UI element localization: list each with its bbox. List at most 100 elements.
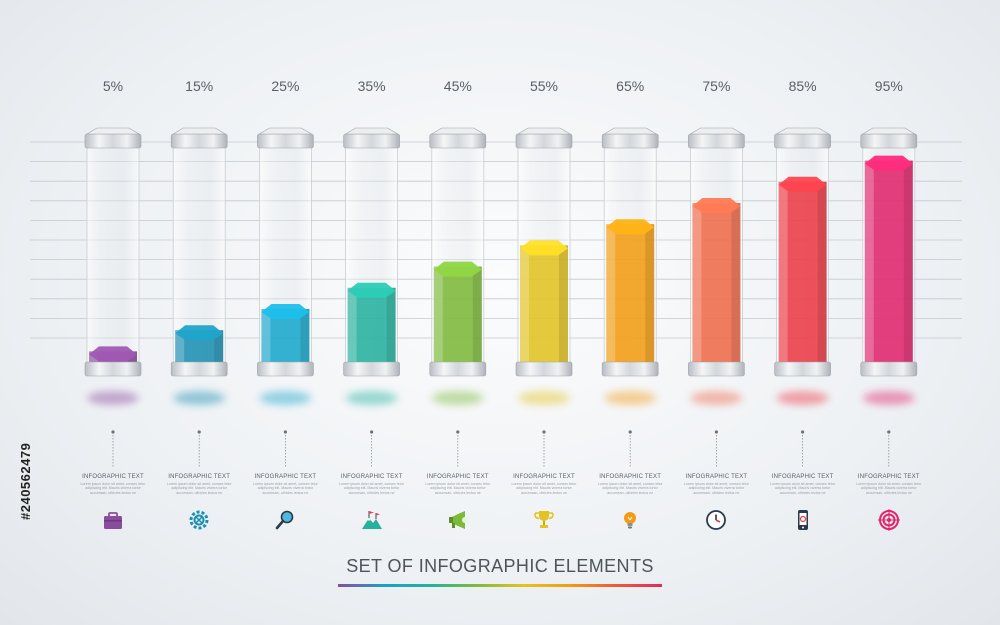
value-label: 35% bbox=[357, 78, 386, 94]
tube-top-cap bbox=[774, 133, 831, 149]
info-title: INFOGRAPHIC TEXT bbox=[168, 474, 231, 480]
bar-fill bbox=[864, 160, 913, 362]
value-label: 75% bbox=[702, 78, 731, 94]
info-title: INFOGRAPHIC TEXT bbox=[82, 474, 144, 480]
info-title: INFOGRAPHIC TEXT bbox=[426, 474, 489, 480]
info-title: INFOGRAPHIC TEXT bbox=[771, 474, 834, 480]
bar-shadow bbox=[776, 391, 829, 405]
info-body: Lorem ipsum dolor sit amet, consec tetur… bbox=[683, 482, 749, 495]
bar-shadow bbox=[431, 391, 484, 405]
info-block: INFOGRAPHIC TEXT Lorem ipsum dolor sit am… bbox=[675, 474, 757, 495]
info-body: Lorem ipsum dolor sit amet, consec tetur… bbox=[856, 482, 922, 495]
tube-top-cap bbox=[170, 133, 228, 149]
tube-bottom-cap bbox=[429, 361, 487, 377]
title-underline bbox=[338, 584, 662, 587]
bar-3 bbox=[257, 127, 314, 468]
bar-shadow bbox=[518, 391, 570, 405]
info-block: INFOGRAPHIC TEXT Lorem ipsum dolor sit am… bbox=[848, 474, 930, 495]
bar-6 bbox=[515, 127, 573, 468]
value-label: 85% bbox=[788, 78, 817, 94]
briefcase-icon bbox=[101, 508, 125, 532]
info-block: INFOGRAPHIC TEXT Lorem ipsum dolor sit am… bbox=[72, 474, 154, 495]
bar-fill-top bbox=[864, 155, 913, 171]
tube-top-cap bbox=[84, 133, 142, 149]
bar-shadow bbox=[87, 391, 139, 405]
tube-bottom-cap bbox=[515, 361, 573, 377]
bar-2 bbox=[170, 127, 228, 468]
bar-5 bbox=[429, 127, 487, 468]
tube-top-cap bbox=[515, 133, 573, 149]
info-title: INFOGRAPHIC TEXT bbox=[340, 474, 403, 480]
bar-shadow bbox=[345, 391, 398, 405]
info-block: INFOGRAPHIC TEXT Lorem ipsum dolor sit am… bbox=[417, 474, 499, 495]
info-block: INFOGRAPHIC TEXT Lorem ipsum dolor sit am… bbox=[158, 474, 240, 495]
tube-bottom-cap bbox=[601, 361, 659, 377]
bar-fill bbox=[606, 224, 655, 362]
info-title: INFOGRAPHIC TEXT bbox=[599, 474, 662, 480]
bar-10 bbox=[860, 127, 918, 468]
info-body: Lorem ipsum dolor sit amet, consec tetur… bbox=[166, 482, 232, 495]
info-block: INFOGRAPHIC TEXT Lorem ipsum dolor sit am… bbox=[331, 474, 413, 495]
value-label: 5% bbox=[102, 78, 124, 94]
info-body: Lorem ipsum dolor sit amet, consec tetur… bbox=[425, 482, 491, 495]
tube-top-cap bbox=[257, 133, 314, 149]
bar-fill-top bbox=[89, 346, 137, 362]
value-label: 25% bbox=[271, 78, 300, 94]
tube-bottom-cap bbox=[688, 361, 745, 377]
bar-fill bbox=[520, 245, 568, 362]
bar-fill bbox=[433, 266, 482, 362]
bar-fill bbox=[347, 287, 396, 362]
magnifier-icon bbox=[273, 508, 297, 532]
tube-bottom-cap bbox=[774, 361, 831, 377]
info-body: Lorem ipsum dolor sit amet, consec tetur… bbox=[252, 482, 318, 495]
bar-fill-top bbox=[520, 240, 568, 256]
glass-tube bbox=[86, 145, 140, 367]
gear-icon bbox=[187, 508, 211, 532]
info-block: INFOGRAPHIC TEXT Lorem ipsum dolor sit am… bbox=[503, 474, 585, 495]
info-block: INFOGRAPHIC TEXT Lorem ipsum dolor sit am… bbox=[762, 474, 844, 495]
bar-8 bbox=[688, 127, 745, 468]
info-body: Lorem ipsum dolor sit amet, consec tetur… bbox=[80, 482, 146, 495]
tube-bottom-cap bbox=[84, 361, 142, 377]
info-title: INFOGRAPHIC TEXT bbox=[685, 474, 748, 480]
value-label: 55% bbox=[529, 78, 559, 94]
bar-fill-top bbox=[606, 219, 655, 235]
smartphone-icon bbox=[791, 508, 815, 532]
bar-9 bbox=[774, 127, 831, 468]
trophy-icon bbox=[532, 508, 556, 532]
value-label: 45% bbox=[443, 78, 472, 94]
info-body: Lorem ipsum dolor sit amet, consec tetur… bbox=[770, 482, 836, 495]
info-body: Lorem ipsum dolor sit amet, consec tetur… bbox=[597, 482, 663, 495]
info-body: Lorem ipsum dolor sit amet, consec tetur… bbox=[511, 482, 577, 495]
value-label: 95% bbox=[874, 78, 903, 94]
bar-shadow bbox=[604, 391, 657, 405]
stock-id: #240562479 bbox=[18, 442, 33, 520]
chart-title: SET OF INFOGRAPHIC ELEMENTS bbox=[346, 556, 654, 576]
bar-7 bbox=[601, 127, 659, 468]
bar-fill-top bbox=[175, 325, 224, 341]
tube-bottom-cap bbox=[170, 361, 228, 377]
info-title: INFOGRAPHIC TEXT bbox=[513, 474, 575, 480]
bar-fill-top bbox=[692, 198, 741, 213]
tube-top-cap bbox=[601, 133, 659, 149]
target-icon bbox=[877, 508, 901, 532]
bar-1 bbox=[84, 127, 142, 468]
info-block: INFOGRAPHIC TEXT Lorem ipsum dolor sit am… bbox=[244, 474, 326, 495]
bar-shadow bbox=[259, 391, 312, 405]
bar-fill-top bbox=[433, 261, 482, 277]
value-label: 15% bbox=[185, 78, 214, 94]
bar-fill bbox=[778, 181, 827, 362]
bar-fill-top bbox=[261, 304, 310, 319]
info-body: Lorem ipsum dolor sit amet, consec tetur… bbox=[339, 482, 405, 495]
info-title: INFOGRAPHIC TEXT bbox=[254, 474, 317, 480]
bar-shadow bbox=[862, 391, 915, 405]
info-block: INFOGRAPHIC TEXT Lorem ipsum dolor sit am… bbox=[589, 474, 671, 495]
bar-4 bbox=[343, 127, 400, 468]
tube-top-cap bbox=[429, 133, 487, 149]
tube-bottom-cap bbox=[257, 361, 314, 377]
mountain-flag-icon bbox=[360, 508, 384, 532]
tube-bottom-cap bbox=[860, 361, 918, 377]
bar-shadow bbox=[690, 391, 743, 405]
tube-top-cap bbox=[343, 133, 400, 149]
